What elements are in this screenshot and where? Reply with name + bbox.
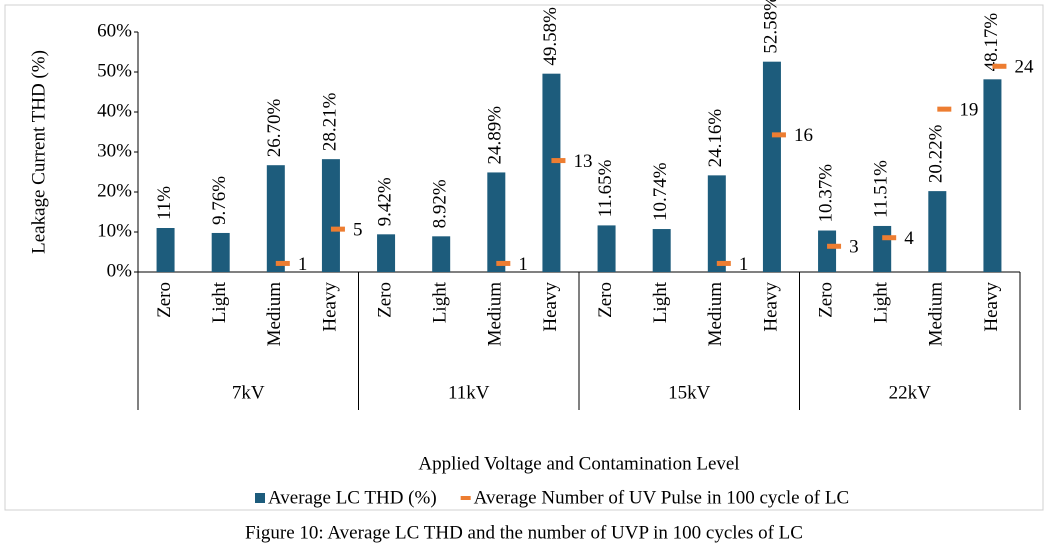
bar bbox=[762, 61, 781, 273]
marker bbox=[992, 63, 1007, 69]
marker bbox=[937, 106, 952, 112]
y-axis-title: Leakage Current THD (%) bbox=[28, 50, 49, 254]
x-tick-label: Medium bbox=[926, 282, 947, 347]
bar bbox=[377, 234, 396, 272]
bar bbox=[156, 228, 175, 272]
data-label: 24.89% bbox=[485, 106, 506, 165]
x-tick-label: Heavy bbox=[319, 282, 340, 332]
bar bbox=[542, 73, 561, 273]
data-label: 10.37% bbox=[815, 164, 836, 223]
bar bbox=[928, 191, 947, 272]
data-label: 24.16% bbox=[705, 109, 726, 168]
data-label: 49.58% bbox=[540, 7, 561, 66]
x-tick-label: Heavy bbox=[760, 282, 781, 332]
data-label: 52.58% bbox=[760, 0, 781, 54]
bar bbox=[597, 225, 616, 272]
x-tick-label: Zero bbox=[374, 282, 395, 318]
data-label: 4 bbox=[904, 228, 914, 249]
data-label: 8.92% bbox=[430, 179, 451, 228]
x-tick-label: Light bbox=[650, 281, 671, 323]
marker bbox=[771, 132, 786, 138]
x-tick-label: Light bbox=[430, 281, 451, 323]
data-label: 1 bbox=[739, 254, 749, 275]
bar bbox=[321, 159, 340, 272]
marker bbox=[882, 235, 897, 241]
x-tick-label: Zero bbox=[154, 282, 175, 318]
data-label: 24 bbox=[1014, 57, 1034, 78]
y-tick-label: 50% bbox=[97, 60, 132, 81]
data-label: 19 bbox=[959, 100, 978, 121]
data-label: 1 bbox=[518, 254, 528, 275]
y-tick-label: 40% bbox=[97, 100, 132, 121]
group-label: 7kV bbox=[232, 382, 265, 403]
marker bbox=[551, 158, 566, 164]
data-label: 11.51% bbox=[871, 160, 892, 218]
group-label: 11kV bbox=[448, 382, 490, 403]
legend-swatch bbox=[460, 496, 471, 500]
marker bbox=[330, 226, 345, 232]
bar bbox=[983, 79, 1002, 272]
bar bbox=[432, 236, 451, 272]
data-label: 11.65% bbox=[595, 159, 616, 217]
y-tick-label: 20% bbox=[97, 180, 132, 201]
bar bbox=[818, 230, 837, 272]
x-tick-label: Medium bbox=[264, 282, 285, 347]
data-label: 16 bbox=[794, 125, 813, 146]
x-axis-title: Applied Voltage and Contamination Level bbox=[418, 453, 739, 474]
data-label: 28.21% bbox=[319, 92, 340, 151]
data-label: 13 bbox=[573, 151, 592, 172]
caption: Figure 10: Average LC THD and the number… bbox=[245, 522, 803, 543]
x-tick-label: Medium bbox=[485, 282, 506, 347]
data-label: 11% bbox=[154, 186, 175, 220]
data-label: 3 bbox=[849, 237, 859, 258]
data-label: 5 bbox=[353, 220, 363, 241]
x-tick-label: Zero bbox=[595, 282, 616, 318]
bar bbox=[652, 229, 671, 272]
data-label: 9.42% bbox=[374, 177, 395, 226]
bar bbox=[266, 165, 285, 272]
x-tick-label: Light bbox=[871, 281, 892, 323]
bar bbox=[211, 232, 230, 272]
legend-label: Average Number of UV Pulse in 100 cycle … bbox=[474, 487, 850, 508]
legend-swatch bbox=[255, 493, 265, 503]
marker bbox=[716, 260, 731, 266]
x-tick-label: Medium bbox=[705, 282, 726, 347]
bar bbox=[487, 172, 506, 272]
x-tick-label: Light bbox=[209, 281, 230, 323]
data-label: 48.17% bbox=[981, 13, 1002, 72]
group-label: 22kV bbox=[889, 382, 932, 403]
data-label: 26.70% bbox=[264, 98, 285, 157]
chart-frame bbox=[4, 4, 1044, 511]
data-label: 10.74% bbox=[650, 162, 671, 221]
marker bbox=[275, 260, 290, 266]
legend-label: Average LC THD (%) bbox=[268, 487, 437, 508]
y-tick-label: 10% bbox=[97, 220, 132, 241]
x-tick-label: Heavy bbox=[981, 282, 1002, 332]
marker bbox=[496, 260, 511, 266]
y-tick-label: 30% bbox=[97, 140, 132, 161]
y-tick-label: 60% bbox=[97, 20, 132, 41]
bar bbox=[873, 225, 892, 272]
data-label: 9.76% bbox=[209, 176, 230, 225]
data-label: 20.22% bbox=[926, 124, 947, 183]
x-tick-label: Zero bbox=[815, 282, 836, 318]
group-label: 15kV bbox=[668, 382, 711, 403]
data-label: 1 bbox=[298, 254, 308, 275]
bar bbox=[707, 175, 726, 272]
x-tick-label: Heavy bbox=[540, 282, 561, 332]
y-tick-label: 0% bbox=[107, 260, 133, 281]
marker bbox=[827, 243, 842, 249]
